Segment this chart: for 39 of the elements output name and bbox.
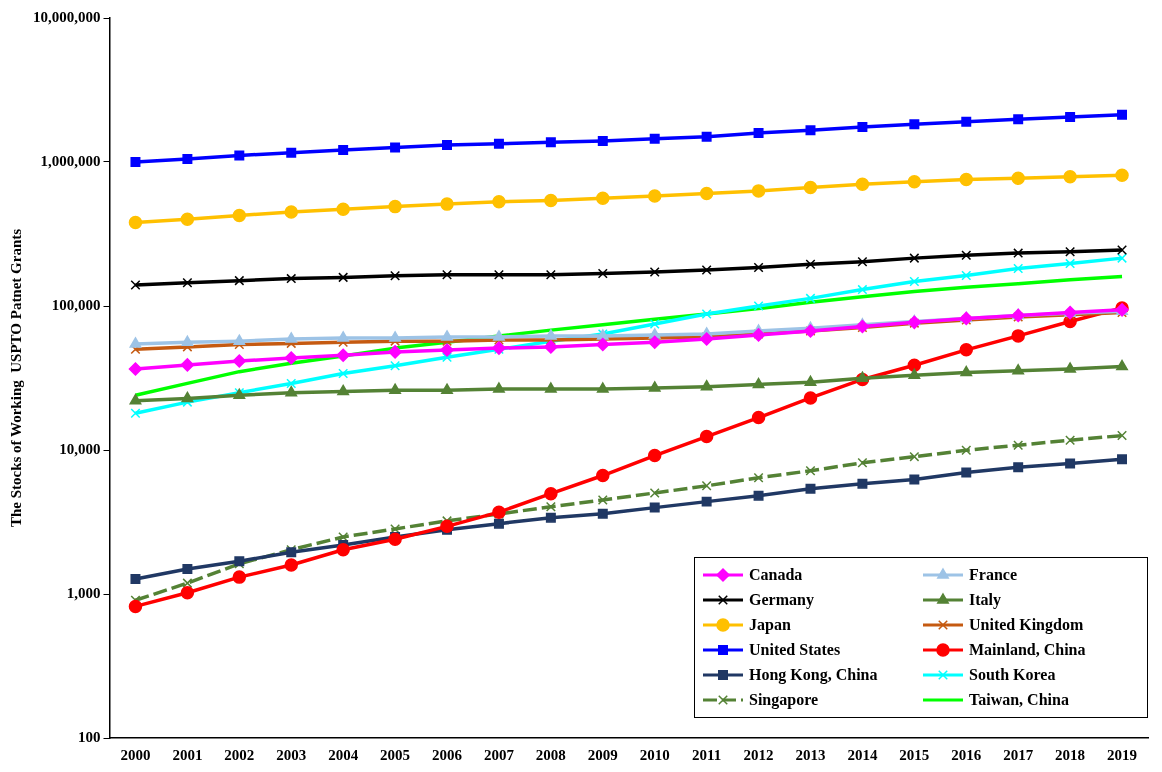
x-tick-label: 2005	[380, 746, 411, 763]
x-tick-label: 2006	[432, 746, 463, 763]
x-tick-label: 2016	[951, 746, 982, 763]
x-tick-label: 2013	[795, 746, 826, 763]
x-tick-label: 2002	[224, 746, 255, 763]
y-tick-label: 1,000,000	[40, 152, 101, 169]
legend-label: France	[969, 566, 1017, 584]
x-tick-label: 2009	[587, 746, 618, 763]
y-tick-label: 10,000	[59, 440, 101, 457]
x-tick-label: 2000	[120, 746, 151, 763]
x-tick-label: 2017	[1003, 746, 1034, 763]
y-tick-label: 1,000	[66, 584, 101, 601]
x-tick-label: 2007	[483, 746, 515, 763]
y-tick-label: 100	[78, 728, 101, 745]
x-tick-label: 2018	[1055, 746, 1086, 763]
legend-label: South Korea	[969, 666, 1056, 684]
x-tick-label: 2014	[847, 746, 878, 763]
y-tick-label: 100,000	[51, 296, 101, 313]
legend-label: United Kingdom	[969, 616, 1084, 634]
y-tick-label: 10,000,000	[33, 8, 101, 25]
legend-label: Hong Kong, China	[749, 666, 878, 684]
x-tick-label: 2004	[328, 746, 359, 763]
x-tick-label: 2008	[535, 746, 566, 763]
y-axis-title: The Stocks of Working USPTO Patnet Grants	[7, 228, 24, 528]
x-tick-label: 2001	[172, 746, 203, 763]
legend-label: Taiwan, China	[969, 691, 1069, 709]
x-tick-label: 2012	[743, 746, 774, 763]
x-tick-label: 2003	[276, 746, 307, 763]
legend-label: Mainland, China	[969, 641, 1086, 659]
legend-label: Italy	[969, 591, 1001, 609]
x-tick-label: 2011	[692, 746, 722, 763]
x-tick-label: 2010	[639, 746, 670, 763]
legend-label: Germany	[749, 591, 814, 609]
legend-label: Singapore	[749, 691, 819, 709]
legend-label: United States	[749, 641, 841, 659]
legend-label: Japan	[749, 616, 791, 634]
x-tick-label: 2015	[899, 746, 930, 763]
x-tick-label: 2019	[1107, 746, 1138, 763]
legend-label: Canada	[749, 566, 803, 584]
